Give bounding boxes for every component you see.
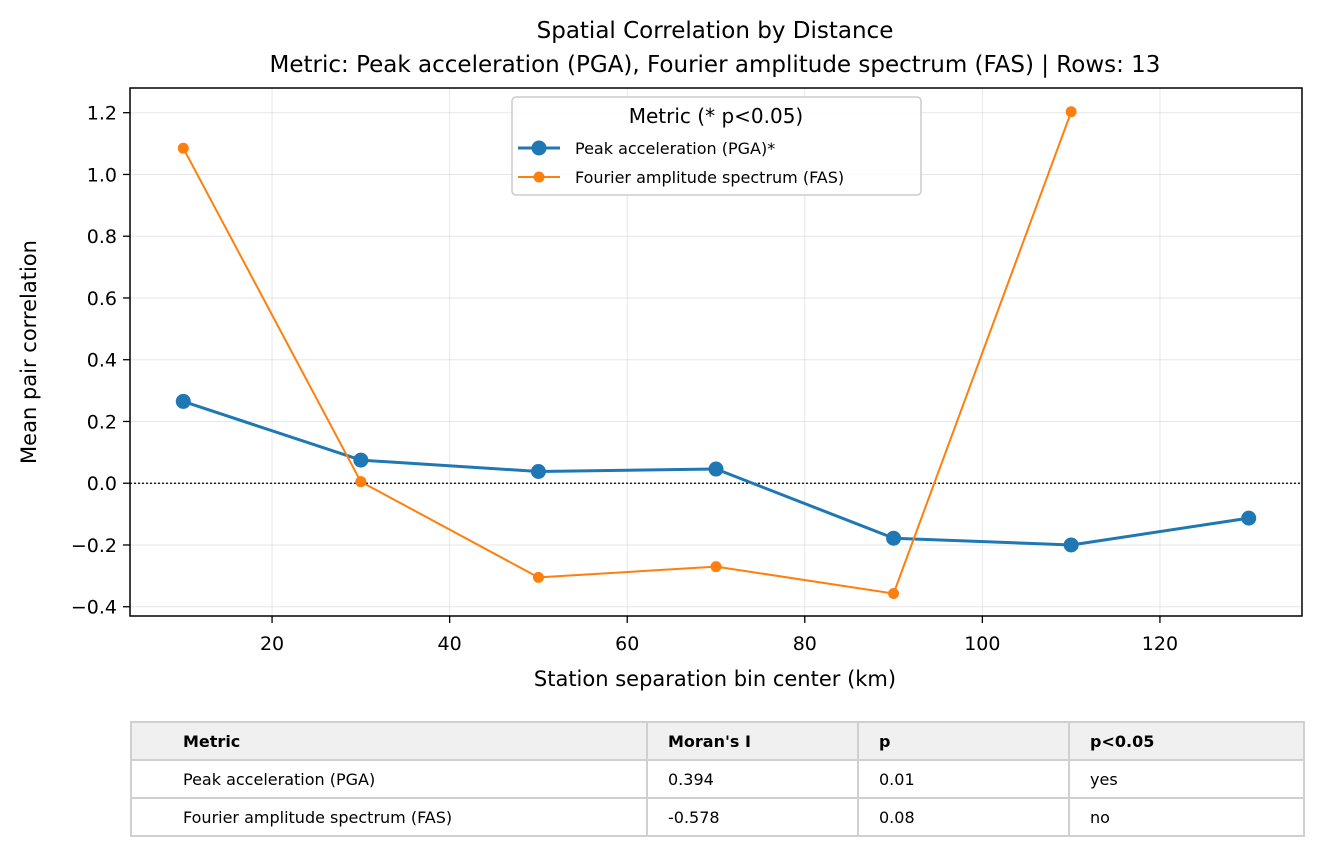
- y-tick-label: 1.2: [87, 103, 117, 125]
- series-layer: [175, 106, 1257, 599]
- data-point: [532, 571, 544, 583]
- x-tick-label: 100: [964, 633, 1000, 655]
- table-header-morans-i: Moran's I: [646, 721, 859, 761]
- table-row: Fourier amplitude spectrum (FAS) -0.578 …: [130, 797, 1305, 837]
- series-line: [182, 111, 1073, 595]
- legend-marker: [531, 140, 547, 156]
- y-tick-label: 0.0: [87, 473, 117, 495]
- chart-title: Spatial Correlation by Distance: [537, 18, 894, 44]
- table-cell: 0.08: [857, 797, 1070, 837]
- data-point: [888, 587, 900, 599]
- series-1: [177, 106, 1077, 599]
- legend-label: Fourier amplitude spectrum (FAS): [575, 168, 844, 187]
- table-cell: -0.578: [646, 797, 859, 837]
- x-tick-label: 60: [615, 633, 639, 655]
- data-point: [1241, 510, 1257, 526]
- y-tick-label: 0.4: [87, 350, 117, 372]
- table-header-significant: p<0.05: [1068, 721, 1305, 761]
- legend-title: Metric (* p<0.05): [629, 104, 803, 128]
- data-point: [177, 142, 189, 154]
- chart-subtitle: Metric: Peak acceleration (PGA), Fourier…: [270, 52, 1161, 78]
- y-tick-label: 0.8: [87, 226, 117, 248]
- legend-label: Peak acceleration (PGA)*: [575, 139, 775, 158]
- x-tick-label: 120: [1142, 633, 1178, 655]
- data-point: [710, 561, 722, 573]
- axis-ticks: 20 40 60 80 100 120 −0.4 −0.2 0.0 0.2 0.4 0.6 0.8 1.0…: [71, 103, 1178, 655]
- data-point: [1065, 106, 1077, 118]
- chart: Spatial Correlation by Distance Metric: …: [17, 18, 1303, 691]
- table-header-row: Metric Moran's I p p<0.05: [130, 721, 1305, 761]
- series-0: [175, 393, 1257, 553]
- table-header-metric: Metric: [130, 721, 648, 761]
- legend-marker: [533, 171, 545, 183]
- x-axis-label: Station separation bin center (km): [534, 667, 896, 691]
- x-tick-label: 20: [260, 633, 284, 655]
- y-tick-label: 1.0: [87, 164, 117, 186]
- table-cell: 0.01: [857, 759, 1070, 799]
- y-tick-label: 0.2: [87, 411, 117, 433]
- table-cell: Peak acceleration (PGA): [130, 759, 648, 799]
- data-point: [708, 461, 724, 477]
- legend-box: [511, 96, 922, 196]
- table-cell: no: [1068, 797, 1305, 837]
- table-row: Peak acceleration (PGA) 0.394 0.01 yes: [130, 759, 1305, 799]
- table-cell: yes: [1068, 759, 1305, 799]
- y-tick-label: −0.4: [71, 597, 117, 619]
- table-cell: Fourier amplitude spectrum (FAS): [130, 797, 648, 837]
- results-table: Metric Moran's I p p<0.05 Peak accelerat…: [130, 721, 1305, 837]
- data-point: [175, 393, 191, 409]
- x-tick-label: 80: [793, 633, 817, 655]
- data-point: [530, 463, 546, 479]
- x-tick-label: 40: [438, 633, 462, 655]
- legend-entries: Peak acceleration (PGA)* Fourier amplitud…: [518, 139, 844, 187]
- table-header-p: p: [857, 721, 1070, 761]
- legend: Metric (* p<0.05) Peak acceleration (PGA…: [511, 96, 922, 196]
- y-tick-label: −0.2: [71, 535, 117, 557]
- plot-area-frame: [129, 87, 1303, 617]
- table-cell: 0.394: [646, 759, 859, 799]
- data-point: [1063, 537, 1079, 553]
- data-point: [355, 476, 367, 488]
- data-point: [886, 530, 902, 546]
- y-axis-label: Mean pair correlation: [17, 240, 41, 464]
- data-point: [353, 452, 369, 468]
- y-tick-label: 0.6: [87, 288, 117, 310]
